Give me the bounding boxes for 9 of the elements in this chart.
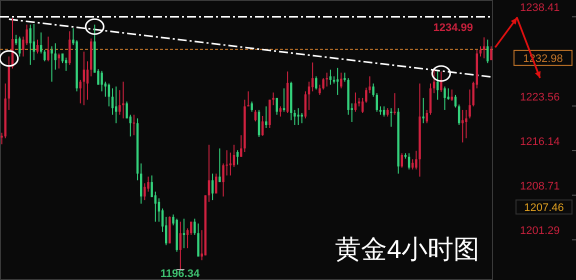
text: 黄金4小时图 — [335, 234, 480, 264]
text: 1207.46 — [524, 202, 564, 214]
y-tick-label: 1216.14 — [520, 136, 560, 148]
annotation: 1196.34 — [160, 268, 200, 280]
y-tick-label: 1208.71 — [520, 180, 560, 193]
y-tick-label: 1238.41 — [520, 2, 560, 14]
y-tick-label: 1223.56 — [520, 91, 560, 104]
y-tick-label: 1201.29 — [520, 225, 560, 238]
annotation: 1234.99 — [433, 22, 473, 34]
